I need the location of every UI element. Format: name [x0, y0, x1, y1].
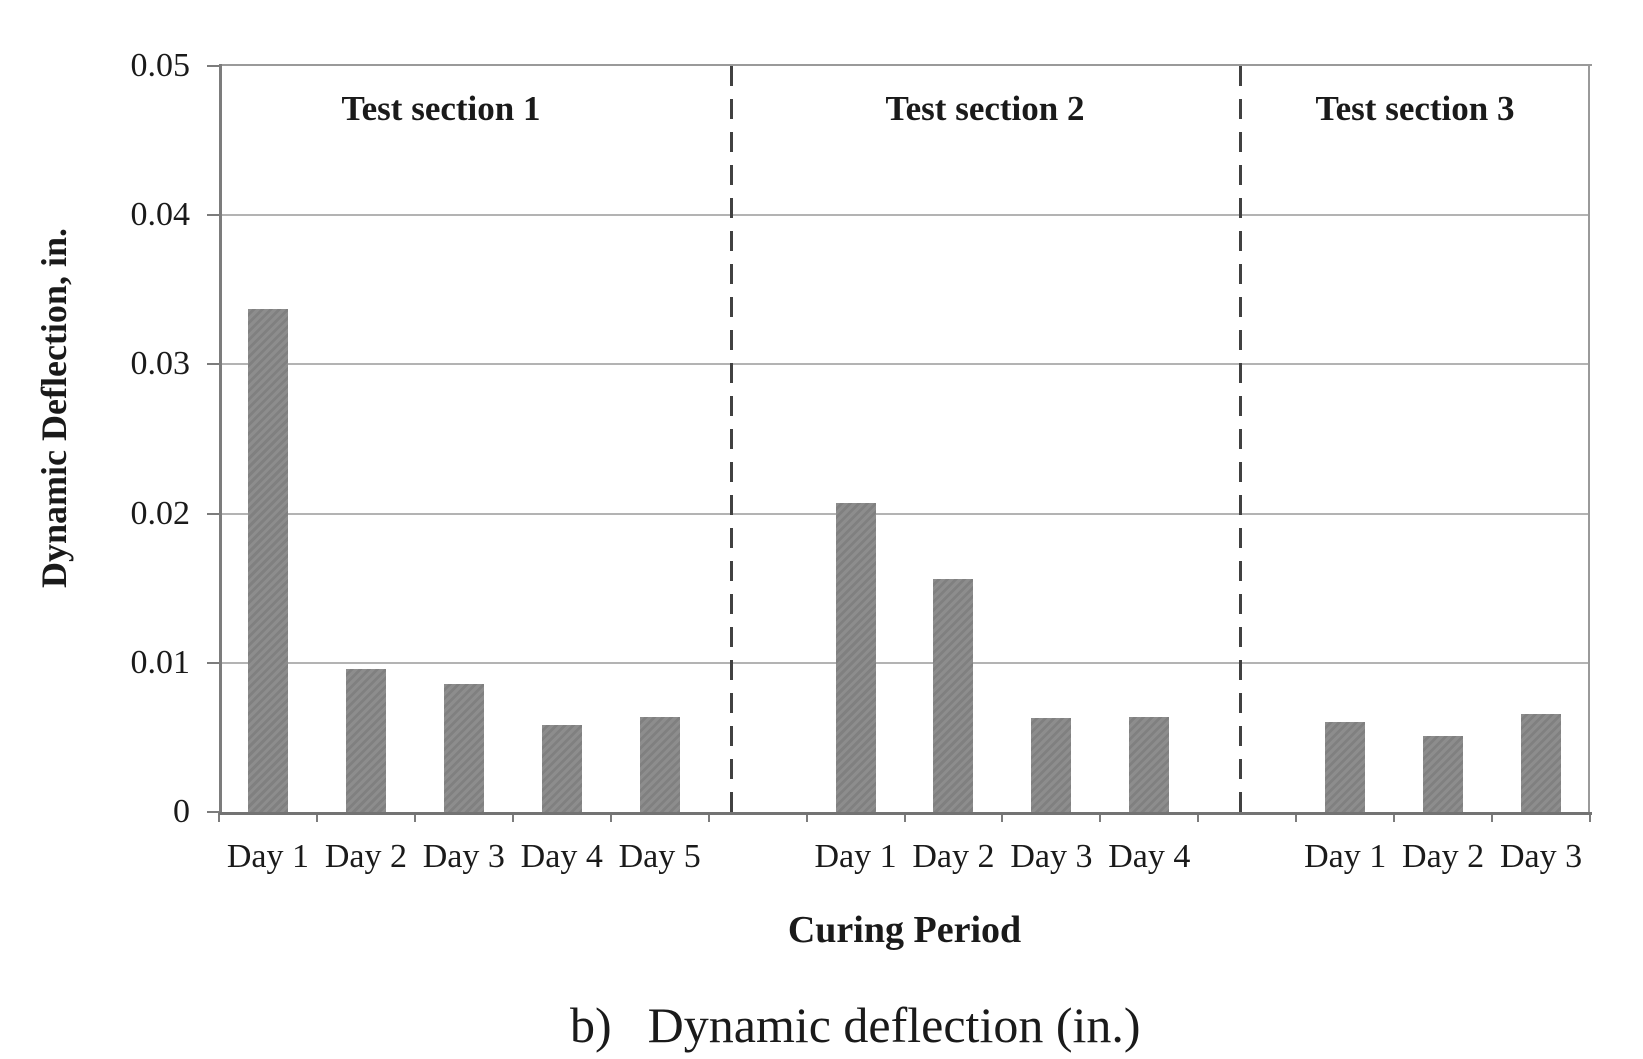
x-tick-mark — [609, 812, 612, 822]
x-tick-label: Day 2 — [324, 838, 407, 875]
x-tick-mark — [1197, 812, 1200, 822]
section-divider-line — [1239, 66, 1242, 812]
bar — [443, 683, 484, 812]
y-tick-label: 0.05 — [130, 47, 191, 84]
x-tick-label: Day 3 — [1010, 838, 1093, 875]
y-tick-label: 0.02 — [130, 494, 191, 532]
y-tick-label: 0.03 — [130, 345, 191, 383]
bar — [1129, 716, 1170, 812]
bar — [1031, 718, 1072, 812]
x-tick-mark — [1295, 812, 1298, 822]
x-axis-title: Curing Period — [787, 909, 1022, 951]
x-tick-mark — [1589, 812, 1591, 822]
y-axis-line — [219, 64, 222, 812]
bar — [1423, 735, 1464, 812]
x-tick-mark — [218, 812, 220, 822]
x-tick-label: Day 1 — [226, 838, 310, 875]
gridline — [219, 214, 1590, 217]
y-tick-mark — [207, 65, 219, 67]
x-tick-mark — [1491, 812, 1494, 822]
x-tick-label: Day 4 — [1108, 838, 1191, 875]
caption-prefix: b) — [570, 997, 612, 1053]
x-axis-line — [219, 812, 1592, 815]
x-tick-mark — [805, 812, 808, 822]
gridline — [219, 512, 1590, 515]
x-tick-label: Day 3 — [1499, 838, 1583, 875]
bar — [247, 309, 288, 812]
y-tick-mark — [207, 214, 219, 217]
x-tick-label: Day 3 — [422, 838, 505, 875]
bar — [1325, 722, 1366, 812]
plot-top-border — [219, 64, 1592, 66]
y-tick-mark — [207, 661, 219, 664]
x-tick-label: Day 2 — [912, 838, 995, 875]
gridline — [219, 363, 1590, 366]
bar — [933, 579, 974, 812]
x-tick-label: Day 1 — [814, 838, 897, 875]
bar — [345, 668, 386, 812]
x-tick-mark — [1001, 812, 1004, 822]
figure-caption: b) Dynamic deflection (in.) — [570, 994, 1141, 1056]
plot-right-border — [1588, 66, 1590, 812]
y-tick-mark — [207, 512, 219, 515]
y-tick-label: 0.04 — [130, 196, 191, 234]
x-tick-mark — [511, 812, 514, 822]
section-title: Test section 2 — [885, 89, 1085, 128]
bar — [541, 725, 582, 812]
y-tick-label: 0.01 — [130, 643, 191, 681]
section-title: Test section 1 — [341, 89, 541, 128]
bar — [639, 716, 680, 812]
y-tick-label: 0 — [173, 793, 190, 830]
section-divider-line — [730, 66, 733, 812]
bar — [835, 503, 876, 812]
x-tick-mark — [707, 812, 710, 822]
x-tick-mark — [1393, 812, 1396, 822]
x-tick-mark — [413, 812, 416, 822]
section-title: Test section 3 — [1315, 89, 1515, 128]
x-tick-label: Day 4 — [520, 838, 603, 875]
x-tick-label: Day 1 — [1304, 838, 1387, 875]
x-tick-mark — [1099, 812, 1102, 822]
x-tick-label: Day 2 — [1402, 838, 1485, 875]
x-tick-label: Day 5 — [618, 838, 701, 875]
x-tick-mark — [315, 812, 318, 822]
gridline — [219, 661, 1590, 664]
bar — [1521, 713, 1562, 812]
x-tick-mark — [903, 812, 906, 822]
y-tick-mark — [207, 363, 219, 366]
y-tick-mark — [207, 811, 219, 813]
caption-text: Dynamic deflection (in.) — [647, 997, 1141, 1053]
